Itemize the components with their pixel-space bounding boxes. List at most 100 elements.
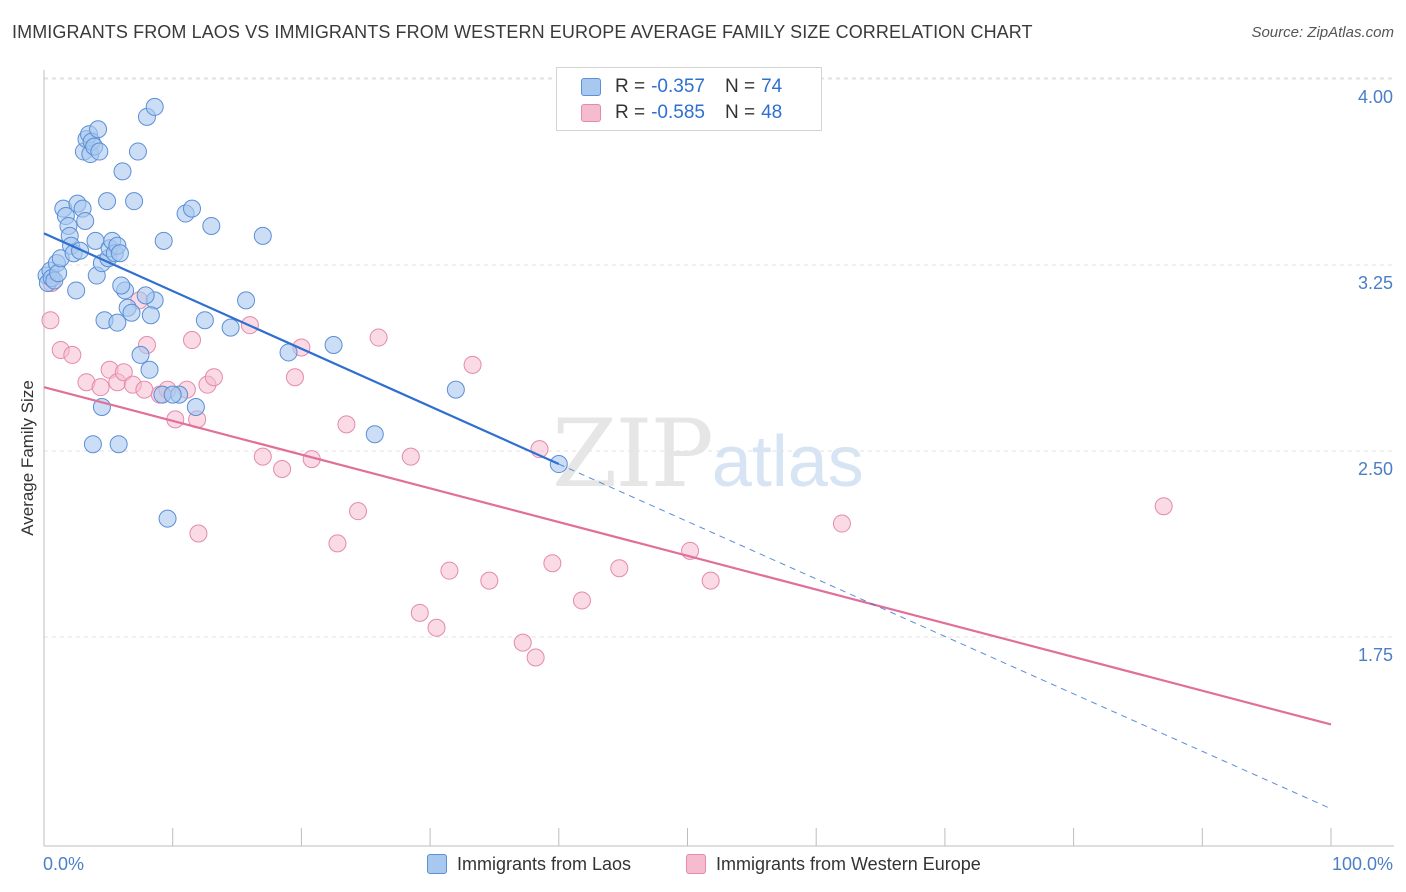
y-tick-label: 2.50 bbox=[1358, 459, 1393, 479]
data-point-western-europe bbox=[183, 331, 202, 350]
data-point-western-europe bbox=[349, 502, 368, 521]
trend-line-western-europe bbox=[43, 386, 1332, 726]
correlation-legend: R = -0.357 N = 74 R = -0.585 N = 48 bbox=[556, 67, 822, 131]
data-point-laos bbox=[202, 216, 221, 235]
data-point-laos bbox=[324, 336, 343, 354]
legend-r-label: R = bbox=[615, 76, 646, 97]
bottom-legend-label-laos: Immigrants from Laos bbox=[457, 853, 632, 874]
x-tick-label: 100.0% bbox=[1332, 854, 1393, 874]
legend-n-label: N = bbox=[724, 76, 756, 97]
data-point-laos bbox=[49, 264, 68, 283]
data-point-western-europe bbox=[41, 311, 60, 330]
y-tick-label: 3.25 bbox=[1358, 273, 1393, 293]
source-credit: Source: ZipAtlas.com bbox=[1251, 24, 1394, 41]
data-point-western-europe bbox=[1154, 497, 1173, 516]
chart-title: IMMIGRANTS FROM LAOS VS IMMIGRANTS FROM … bbox=[12, 22, 1033, 42]
data-point-laos bbox=[141, 306, 160, 325]
data-point-laos bbox=[365, 425, 384, 444]
data-point-western-europe bbox=[480, 571, 499, 590]
data-point-laos bbox=[158, 509, 177, 528]
data-point-laos bbox=[71, 241, 90, 260]
bottom-legend-laos: Immigrants from Laos bbox=[427, 852, 631, 876]
data-point-western-europe bbox=[273, 460, 292, 478]
data-point-laos bbox=[98, 192, 117, 211]
watermark-atlas: atlas bbox=[711, 422, 864, 502]
data-point-western-europe bbox=[114, 363, 133, 382]
grid-layer bbox=[44, 77, 1394, 638]
data-point-western-europe bbox=[832, 514, 851, 533]
data-point-western-europe bbox=[253, 447, 272, 466]
legend-n-value-western-europe: 48 bbox=[761, 102, 783, 123]
y-tick-label: 4.00 bbox=[1358, 87, 1393, 107]
data-point-western-europe bbox=[285, 368, 304, 387]
data-point-western-europe bbox=[63, 345, 82, 364]
data-point-western-europe bbox=[91, 378, 110, 397]
y-tick-label: 1.75 bbox=[1358, 645, 1393, 665]
data-point-western-europe bbox=[543, 554, 562, 573]
data-point-laos bbox=[76, 212, 95, 230]
data-point-laos bbox=[163, 385, 182, 404]
data-point-western-europe bbox=[410, 603, 429, 622]
data-point-laos bbox=[195, 311, 214, 330]
data-point-laos bbox=[154, 231, 173, 250]
data-point-western-europe bbox=[337, 415, 356, 434]
data-point-laos bbox=[140, 360, 159, 379]
data-point-laos bbox=[112, 276, 131, 295]
data-point-laos bbox=[131, 345, 150, 364]
legend-swatch-laos bbox=[581, 78, 601, 96]
legend-r-value-western-europe: -0.585 bbox=[651, 102, 705, 123]
data-point-laos bbox=[89, 120, 108, 139]
data-point-laos bbox=[110, 244, 129, 263]
data-point-laos bbox=[83, 435, 102, 454]
legend-n-label: N = bbox=[724, 102, 756, 123]
data-point-laos bbox=[221, 318, 240, 337]
bottom-legend-label-western-europe: Immigrants from Western Europe bbox=[716, 853, 981, 874]
legend-r-value-laos: -0.357 bbox=[651, 76, 705, 97]
data-point-laos bbox=[186, 398, 205, 416]
data-point-laos bbox=[108, 313, 127, 332]
data-point-western-europe bbox=[401, 447, 420, 466]
data-point-laos bbox=[125, 192, 144, 211]
data-point-western-europe bbox=[513, 633, 532, 652]
data-point-laos bbox=[113, 162, 132, 181]
axis-layer bbox=[43, 70, 1394, 847]
legend-swatch-western-europe bbox=[581, 104, 601, 122]
watermark-zip: ZIP bbox=[552, 400, 714, 509]
legend-n-value-laos: 74 bbox=[761, 76, 783, 97]
legend-r-label: R = bbox=[615, 102, 646, 123]
data-point-laos bbox=[183, 199, 202, 218]
legend-row-western-europe: R = -0.585 N = 48 bbox=[557, 101, 782, 125]
data-point-laos bbox=[446, 380, 465, 399]
watermark: ZIPatlas bbox=[552, 400, 864, 509]
data-point-western-europe bbox=[189, 524, 208, 543]
series-laos-points bbox=[37, 97, 568, 528]
data-point-laos bbox=[109, 435, 128, 454]
data-point-laos bbox=[237, 291, 256, 310]
data-point-western-europe bbox=[572, 591, 591, 610]
data-point-western-europe bbox=[440, 561, 459, 580]
data-point-western-europe bbox=[369, 328, 388, 347]
data-point-western-europe bbox=[427, 618, 446, 637]
data-point-laos bbox=[67, 281, 86, 300]
data-point-western-europe bbox=[610, 559, 629, 578]
data-point-western-europe bbox=[463, 355, 482, 374]
bottom-legend-western-europe: Immigrants from Western Europe bbox=[686, 852, 981, 876]
data-point-western-europe bbox=[204, 368, 223, 387]
data-point-western-europe bbox=[701, 571, 720, 590]
data-point-laos bbox=[253, 226, 272, 245]
data-point-laos bbox=[128, 142, 147, 161]
x-tick-label: 0.0% bbox=[43, 854, 84, 874]
bottom-legend-swatch-laos bbox=[427, 854, 447, 874]
data-point-laos bbox=[145, 97, 164, 116]
tick-label-layer: 4.00 3.25 2.50 1.75 0.0% 100.0% bbox=[43, 87, 1393, 874]
data-point-laos bbox=[136, 286, 155, 305]
data-point-western-europe bbox=[526, 648, 545, 667]
data-point-western-europe bbox=[328, 534, 347, 553]
data-point-laos bbox=[90, 142, 109, 161]
legend-row-laos: R = -0.357 N = 74 bbox=[557, 75, 782, 99]
trend-line-laos-extension bbox=[558, 463, 1332, 810]
trend-line-laos bbox=[43, 232, 560, 466]
data-point-western-europe bbox=[135, 380, 154, 399]
bottom-legend-swatch-western-europe bbox=[686, 854, 706, 874]
